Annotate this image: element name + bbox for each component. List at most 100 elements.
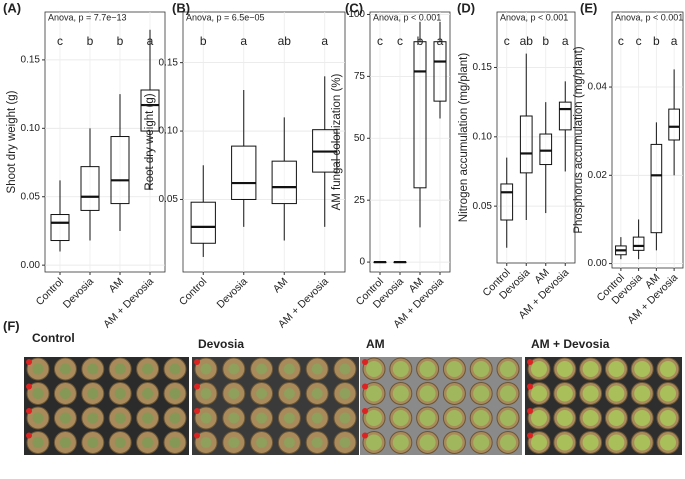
plant (200, 437, 212, 448)
plant (500, 385, 516, 402)
plant (392, 434, 409, 451)
panel-label: (E) (580, 0, 597, 15)
plant (59, 388, 71, 399)
label-tag (26, 383, 32, 390)
panel-label: (A) (3, 0, 21, 15)
plant (531, 434, 547, 451)
photo-title: Devosia (198, 337, 244, 351)
box (519, 115, 533, 174)
annotation: Anova, p < 0.001 (615, 12, 683, 22)
plant (283, 437, 295, 448)
plant (87, 363, 99, 375)
annotation: Anova, p = 7.7e−13 (48, 12, 127, 22)
label-tag (194, 432, 200, 439)
label-tag (362, 432, 368, 439)
plant (608, 410, 625, 426)
annotation: Anova, p < 0.001 (373, 12, 441, 22)
plant (87, 388, 99, 399)
plant (228, 388, 240, 399)
box (668, 108, 680, 141)
plant (59, 437, 71, 448)
plant (283, 412, 295, 424)
significance-letter: c (57, 34, 63, 48)
significance-letter: a (562, 34, 569, 48)
panel-label: (F) (3, 318, 20, 333)
significance-letter: c (618, 34, 624, 48)
label-tag (194, 359, 200, 365)
box (80, 166, 100, 211)
plant (556, 410, 573, 426)
x-tick-label: Control (177, 276, 209, 308)
y-tick-label: 0.15 (159, 57, 179, 68)
box (433, 41, 447, 102)
plant (228, 363, 240, 375)
label-tag (26, 408, 32, 414)
plant (256, 412, 268, 424)
photo (360, 357, 522, 455)
significance-letter: c (397, 34, 403, 48)
plant (114, 412, 126, 424)
plant (32, 363, 44, 375)
plant (256, 363, 268, 375)
plant (419, 361, 436, 377)
y-axis-label: Shoot dry weight (g) (6, 90, 18, 193)
label-tag (527, 383, 533, 390)
photo-title: AM (366, 337, 385, 351)
label-tag (194, 383, 200, 390)
plant (32, 388, 44, 399)
plant (531, 385, 547, 402)
significance-letter: a (240, 34, 247, 48)
plant (311, 437, 323, 448)
box (500, 183, 514, 221)
significance-letter: c (504, 34, 510, 48)
plant (446, 361, 463, 377)
plant (556, 434, 573, 451)
plant (311, 388, 323, 399)
plant (256, 388, 268, 399)
y-tick-label: 75 (354, 71, 366, 82)
y-tick-label: 0.00 (21, 260, 41, 271)
plant (446, 410, 463, 426)
label-tag (362, 408, 368, 414)
plant (582, 410, 599, 426)
photo-title: Control (32, 331, 75, 345)
box (632, 236, 645, 251)
label-tag (527, 359, 533, 365)
plant (366, 361, 382, 377)
annotation: Anova, p = 6.5e−05 (186, 12, 265, 22)
significance-letter: a (321, 34, 328, 48)
y-tick-label: 50 (354, 133, 366, 144)
plant (660, 385, 676, 402)
y-tick-label: 0.10 (159, 126, 179, 137)
significance-letter: a (437, 34, 444, 48)
box (231, 145, 257, 200)
plant (32, 437, 44, 448)
plant (114, 437, 126, 448)
box (190, 201, 216, 244)
plant (473, 410, 490, 426)
plant (169, 388, 181, 399)
plant (608, 385, 625, 402)
y-tick-label: 0.10 (473, 131, 493, 142)
plant (473, 434, 490, 451)
plot-area (182, 11, 346, 273)
significance-letter: a (671, 34, 678, 48)
plant (582, 434, 599, 451)
plant (366, 434, 382, 451)
plant (500, 434, 516, 451)
box (413, 41, 427, 189)
plant (473, 385, 490, 402)
label-tag (527, 408, 533, 414)
plant (200, 412, 212, 424)
plant (283, 388, 295, 399)
box (539, 133, 553, 166)
label-tag (194, 408, 200, 414)
plant (339, 363, 351, 375)
x-tick-label: AM (271, 276, 291, 296)
panel-label: (D) (457, 0, 475, 15)
y-tick-label: 0.15 (21, 55, 41, 66)
plant (582, 385, 599, 402)
plant (634, 385, 651, 402)
y-tick-label: 0 (359, 257, 365, 268)
plant (473, 361, 490, 377)
